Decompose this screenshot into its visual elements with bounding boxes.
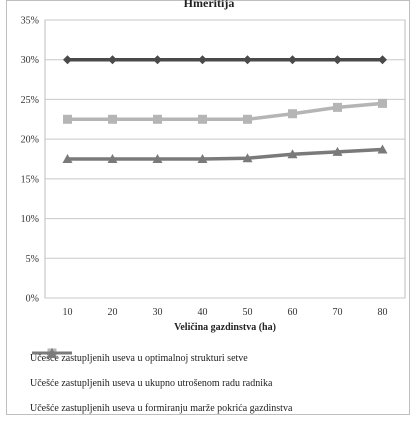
x-tick-label: 40 (198, 307, 208, 318)
x-tick-label: 50 (243, 307, 253, 318)
x-tick-label: 20 (108, 307, 118, 318)
y-tick-label: 10% (21, 214, 39, 225)
data-point-triangle (62, 154, 73, 163)
legend-entry: Učešće zastupljenih useva u ukupno utroš… (30, 348, 402, 396)
y-tick-label: 35% (21, 16, 39, 27)
data-point-square (378, 98, 387, 108)
y-tick-label: 20% (21, 135, 39, 146)
series-line-2 (67, 101, 383, 122)
data-point-diamond (63, 55, 72, 65)
chart-legend: Učešće zastupljenih useva u optimalnoj s… (30, 346, 402, 421)
y-tick-label: 5% (26, 254, 39, 265)
data-point-square (153, 114, 162, 124)
legend-label: Učešće zastupljenih useva u optimalnoj s… (30, 353, 248, 364)
data-point-triangle (242, 153, 253, 163)
y-tick-label: 30% (21, 55, 39, 66)
data-point-diamond (153, 55, 162, 65)
chart-title: Hmeritija (183, 0, 235, 10)
data-point-triangle (377, 144, 388, 154)
x-axis-label: Veličina gazdinstva (ha) (174, 322, 276, 333)
data-point-square (108, 114, 117, 124)
data-point-square (243, 114, 252, 124)
series-line-3 (67, 147, 383, 161)
legend-entry: Učešće zastupljenih useva u formiranju m… (30, 348, 402, 421)
x-tick-label: 30 (153, 307, 163, 318)
x-tick-label: 60 (288, 307, 298, 318)
data-point-square (198, 114, 207, 124)
data-point-triangle (197, 154, 208, 163)
x-tick-label: 10 (63, 307, 73, 318)
data-point-diamond (198, 55, 207, 65)
legend-label: Učešće zastupljenih useva u ukupno utroš… (30, 378, 273, 389)
data-point-diamond (378, 55, 387, 65)
legend-label: Učešće zastupljenih useva u formiranju m… (30, 403, 293, 414)
x-tick-label: 70 (333, 307, 343, 318)
data-point-diamond (333, 55, 342, 65)
data-point-diamond (108, 55, 117, 65)
data-point-triangle (107, 154, 118, 163)
data-point-square (288, 109, 297, 119)
y-tick-label: 25% (21, 95, 39, 106)
line-chart: 0% 5% 10% 15% 20% 25% 30% 35% 10 20 30 40 50 60 70 80 Ve… (21, 16, 406, 333)
data-point-diamond (288, 55, 297, 65)
data-point-triangle (332, 146, 343, 156)
x-tick-label: 80 (378, 307, 388, 318)
legend-entry: Učešće zastupljenih useva u optimalnoj s… (30, 346, 402, 371)
data-point-square (333, 102, 342, 112)
y-tick-label: 0% (26, 294, 39, 305)
data-point-square (63, 114, 72, 124)
y-tick-label: 15% (21, 174, 39, 185)
data-point-diamond (243, 55, 252, 65)
legend-swatch-triangle (32, 348, 72, 358)
data-point-triangle (287, 149, 298, 159)
data-point-triangle (152, 154, 163, 163)
